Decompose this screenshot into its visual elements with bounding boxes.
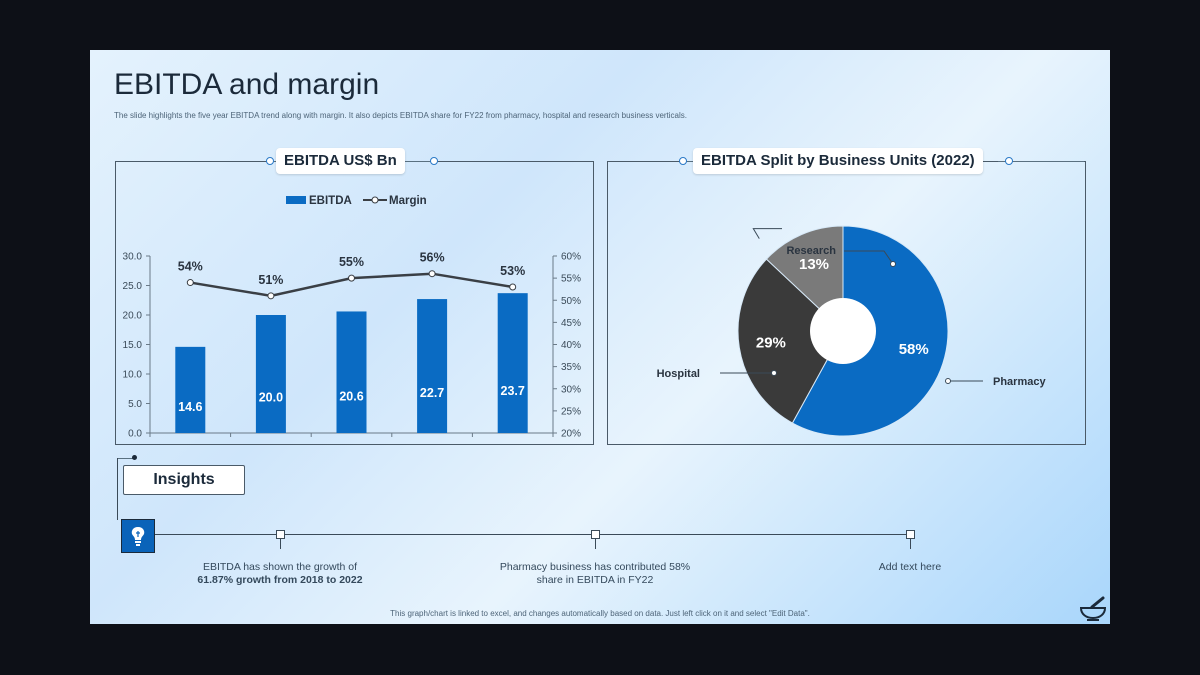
ebitda-bar	[417, 299, 448, 433]
ebitda-bar-line-chart: 0.0 5.0 10.0 15.0 20.0 25.0 30.0 20% 25% 30% 35% 40…	[123, 195, 582, 442]
y2-tick-label: 45%	[561, 318, 581, 329]
insight-item-2-line-2: share in EBITDA in FY22	[536, 574, 654, 586]
ebitda-bar	[497, 293, 528, 433]
y2-tick-label: 40%	[561, 340, 581, 351]
insight-item-1: EBITDA has shown the growth of 61.87% gr…	[190, 561, 370, 587]
margin-point	[428, 270, 436, 278]
left-title-dot-right	[430, 157, 438, 165]
timeline-tick-1	[280, 539, 281, 549]
right-title-dot-left	[679, 157, 687, 165]
insights-timeline	[154, 534, 910, 535]
bulb-icon	[121, 519, 155, 553]
page-subtitle: The slide highlights the five year EBITD…	[114, 111, 688, 120]
y2-tick-label: 25%	[561, 406, 581, 417]
margin-label: 51%	[258, 273, 283, 287]
right-title-dot-right	[1005, 157, 1013, 165]
y-tick-label: 10.0	[123, 370, 143, 381]
right-title-connector-right	[998, 161, 1084, 162]
donut-slice-hospital	[737, 258, 844, 424]
insight-item-3-line-1: Add text here	[878, 561, 942, 573]
donut-value-label: 58%	[899, 341, 929, 358]
y2-tick-label: 35%	[561, 362, 581, 373]
donut-value-label: 29%	[756, 334, 786, 351]
legend-ebitda-label: EBITDA	[309, 195, 352, 207]
y2-tick-label: 20%	[561, 429, 581, 440]
y-tick-label: 20.0	[123, 311, 143, 322]
ebitda-bar-label: 20.0	[259, 391, 283, 405]
ebitda-bar-label: 14.6	[178, 400, 202, 414]
timeline-tick-2	[595, 539, 596, 549]
leader-dot-hospital	[771, 370, 777, 376]
ebitda-bar	[175, 346, 206, 433]
ebitda-bar	[336, 311, 367, 433]
ebitda-bar-label: 22.7	[420, 386, 444, 400]
timeline-marker-2	[591, 530, 600, 539]
insights-label: Insights	[123, 465, 245, 495]
slide: EBITDA and margin The slide highlights t…	[90, 50, 1110, 624]
legend-margin-label: Margin	[389, 195, 427, 207]
y2-tick-label: 60%	[561, 252, 581, 263]
margin-label: 54%	[178, 260, 203, 274]
page-title: EBITDA and margin	[114, 68, 380, 101]
margin-label: 55%	[339, 255, 364, 269]
mortar-pestle-icon	[1079, 596, 1107, 621]
ebitda-chart-title: EBITDA US$ Bn	[276, 148, 405, 174]
margin-point	[186, 279, 194, 287]
y-tick-label: 30.0	[123, 252, 143, 263]
y-tick-label: 25.0	[123, 281, 143, 292]
y-tick-label: 5.0	[128, 399, 142, 410]
y-tick-label: 0.0	[128, 429, 142, 440]
slice-name-label: Pharmacy	[993, 376, 1046, 388]
split-chart-title: EBITDA Split by Business Units (2022)	[693, 148, 983, 174]
insights-connector	[117, 458, 134, 459]
margin-label: 53%	[500, 264, 525, 278]
ebitda-bar-label: 23.7	[501, 384, 525, 398]
margin-point	[267, 292, 275, 300]
left-title-dot-left	[266, 157, 274, 165]
donut-hole	[810, 298, 876, 364]
x-tick-label: 2020	[340, 441, 363, 442]
y-tick-label: 15.0	[123, 340, 143, 351]
ebitda-bar	[255, 315, 286, 433]
insight-item-3: Add text here	[850, 561, 970, 574]
margin-label: 56%	[420, 251, 445, 265]
y2-tick-label: 55%	[561, 274, 581, 285]
donut-value-label: 13%	[799, 256, 829, 273]
leader-dot-research	[890, 261, 896, 267]
x-tick-label: 2021	[421, 441, 444, 442]
x-tick-label: 2018	[179, 441, 202, 442]
ebitda-bar-label: 20.6	[339, 390, 363, 404]
insight-item-1-line-2: 61.87% growth from 2018 to 2022	[197, 574, 363, 586]
margin-point	[509, 283, 517, 291]
slice-name-label: Hospital	[657, 368, 700, 380]
right-title-connector-left	[683, 161, 695, 162]
timeline-marker-1	[276, 530, 285, 539]
y2-tick-label: 50%	[561, 296, 581, 307]
timeline-marker-3	[906, 530, 915, 539]
timeline-tick-3	[910, 539, 911, 549]
margin-point	[348, 274, 355, 282]
legend-ebitda-swatch	[286, 196, 306, 204]
leader-dot-pharmacy	[945, 378, 951, 384]
y2-tick-label: 30%	[561, 384, 581, 395]
insights-connector-dot	[132, 455, 137, 460]
x-tick-label: 2022	[502, 441, 525, 442]
insight-item-2: Pharmacy business has contributed 58% sh…	[490, 561, 700, 587]
leader-line	[752, 228, 782, 239]
insight-item-2-line-1: Pharmacy business has contributed 58%	[499, 561, 691, 573]
insights-vertical-connector	[117, 458, 118, 520]
insight-item-1-line-1: EBITDA has shown the growth of	[202, 561, 358, 573]
x-tick-label: 2019	[260, 441, 283, 442]
slice-name-label: Research	[786, 245, 836, 257]
leader-line-research	[844, 250, 894, 265]
business-split-donut-chart: 58% 29% 13% Pharmacy Hospital Research	[657, 225, 1046, 437]
footer-note: This graph/chart is linked to excel, and…	[390, 609, 810, 618]
legend-margin-marker	[371, 196, 379, 204]
